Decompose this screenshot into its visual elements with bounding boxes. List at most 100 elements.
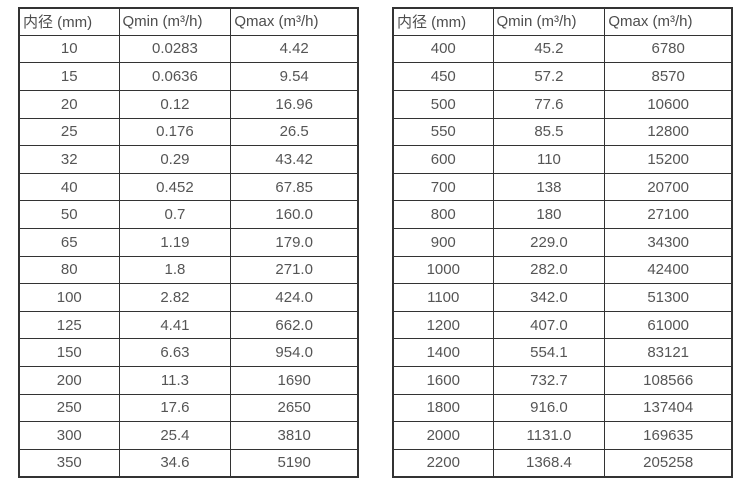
table-cell: 125 [18,310,120,340]
table-cell: 407.0 [492,310,606,340]
table-cell: 85.5 [492,117,606,147]
table-cell: 20700 [604,172,733,202]
table-row: 500 77.6 10600 [392,89,733,119]
table-cell: 954.0 [230,338,359,367]
table-row: 1000 282.0 42400 [392,255,733,285]
table-cell: 350 [18,448,120,478]
table-row: 50 0.7 160.0 [18,200,359,229]
column-header-qmin: Qmin (m³/h) [118,7,232,36]
table-header-row: 内径 (mm) Qmin (m³/h) Qmax (m³/h) [392,7,733,36]
table-cell: 80 [18,255,120,285]
table-cell: 83121 [604,338,733,367]
table-cell: 500 [392,89,494,119]
table-cell: 57.2 [492,62,606,91]
table-cell: 160.0 [230,200,359,229]
table-header-row: 内径 (mm) Qmin (m³/h) Qmax (m³/h) [18,7,359,36]
table-cell: 110 [492,145,606,174]
table-cell: 550 [392,117,494,147]
table-cell: 100 [18,283,120,312]
table-cell: 600 [392,145,494,174]
table-cell: 1368.4 [492,448,606,478]
table-row: 1200 407.0 61000 [392,310,733,340]
table-cell: 61000 [604,310,733,340]
table-cell: 108566 [604,366,733,395]
table-cell: 20 [18,89,120,119]
table-row: 80 1.8 271.0 [18,255,359,285]
table-row: 400 45.2 6780 [392,34,733,64]
table-cell: 1131.0 [492,421,606,450]
table-row: 1600 732.7 108566 [392,366,733,395]
table-cell: 205258 [604,448,733,478]
table-cell: 40 [18,172,120,202]
table-row: 250 17.6 2650 [18,393,359,423]
table-row: 10 0.0283 4.42 [18,34,359,64]
table-cell: 169635 [604,421,733,450]
table-cell: 150 [18,338,120,367]
table-row: 1400 554.1 83121 [392,338,733,367]
table-cell: 67.85 [230,172,359,202]
table-cell: 662.0 [230,310,359,340]
table-cell: 342.0 [492,283,606,312]
table-cell: 77.6 [492,89,606,119]
table-body: 10 0.0283 4.42 15 0.0636 9.54 20 0.12 16.96 25 0.1… [18,34,359,478]
table-cell: 12800 [604,117,733,147]
table-cell: 15 [18,62,120,91]
table-cell: 10600 [604,89,733,119]
column-header-qmax: Qmax (m³/h) [230,7,359,36]
flow-table-large-diameters: 内径 (mm) Qmin (m³/h) Qmax (m³/h) 400 45.2 6… [392,7,733,478]
table-cell: 34300 [604,227,733,257]
table-cell: 2650 [230,393,359,423]
table-cell: 900 [392,227,494,257]
table-row: 450 57.2 8570 [392,62,733,91]
table-cell: 42400 [604,255,733,285]
table-body: 400 45.2 6780 450 57.2 8570 500 77.6 10600 550 85.… [392,34,733,478]
table-cell: 179.0 [230,227,359,257]
table-row: 600 110 15200 [392,145,733,174]
table-row: 125 4.41 662.0 [18,310,359,340]
table-cell: 5190 [230,448,359,478]
table-row: 2200 1368.4 205258 [392,448,733,478]
table-cell: 0.452 [118,172,232,202]
table-cell: 1.19 [118,227,232,257]
table-cell: 1800 [392,393,494,423]
table-cell: 25 [18,117,120,147]
table-cell: 180 [492,200,606,229]
table-cell: 271.0 [230,255,359,285]
table-row: 32 0.29 43.42 [18,145,359,174]
table-row: 350 34.6 5190 [18,448,359,478]
table-cell: 0.12 [118,89,232,119]
table-cell: 11.3 [118,366,232,395]
table-row: 550 85.5 12800 [392,117,733,147]
table-cell: 229.0 [492,227,606,257]
table-cell: 554.1 [492,338,606,367]
table-row: 200 11.3 1690 [18,366,359,395]
table-cell: 45.2 [492,34,606,64]
table-cell: 1690 [230,366,359,395]
table-cell: 15200 [604,145,733,174]
table-cell: 26.5 [230,117,359,147]
table-cell: 450 [392,62,494,91]
table-row: 65 1.19 179.0 [18,227,359,257]
table-cell: 1100 [392,283,494,312]
table-cell: 1400 [392,338,494,367]
table-row: 100 2.82 424.0 [18,283,359,312]
table-row: 2000 1131.0 169635 [392,421,733,450]
table-row: 800 180 27100 [392,200,733,229]
table-cell: 250 [18,393,120,423]
table-cell: 282.0 [492,255,606,285]
table-cell: 1600 [392,366,494,395]
table-row: 150 6.63 954.0 [18,338,359,367]
table-cell: 1200 [392,310,494,340]
table-cell: 1000 [392,255,494,285]
table-cell: 17.6 [118,393,232,423]
table-cell: 2000 [392,421,494,450]
table-cell: 300 [18,421,120,450]
column-header-qmin: Qmin (m³/h) [492,7,606,36]
table-cell: 1.8 [118,255,232,285]
table-row: 25 0.176 26.5 [18,117,359,147]
table-row: 20 0.12 16.96 [18,89,359,119]
table-row: 1800 916.0 137404 [392,393,733,423]
table-cell: 138 [492,172,606,202]
table-cell: 916.0 [492,393,606,423]
table-cell: 0.176 [118,117,232,147]
